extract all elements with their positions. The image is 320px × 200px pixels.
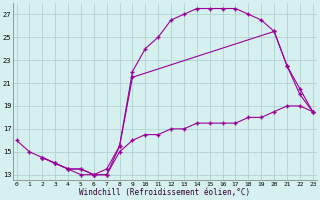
X-axis label: Windchill (Refroidissement éolien,°C): Windchill (Refroidissement éolien,°C) xyxy=(79,188,250,197)
